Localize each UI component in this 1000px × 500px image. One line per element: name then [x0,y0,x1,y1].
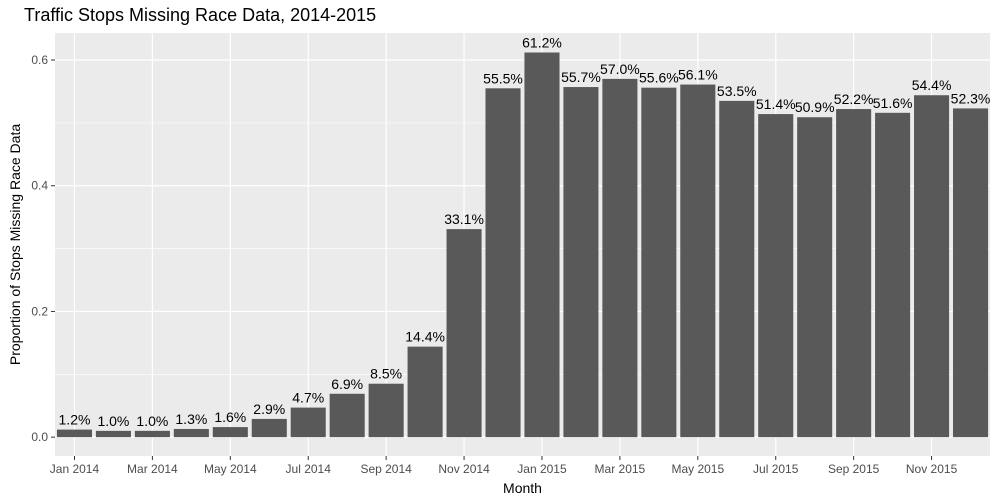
x-axis: Jan 2014 Mar 2014 May 2014 Jul 2014 Sep 2014… [50,456,958,476]
x-tick-label: Nov 2014 [438,462,490,476]
data-label: 53.5% [717,83,757,99]
data-label: 8.5% [370,366,402,382]
x-tick-label: May 2015 [671,462,724,476]
bar [914,95,950,438]
data-label: 52.3% [951,90,991,106]
bars [56,52,989,438]
x-tick-label: May 2014 [204,462,257,476]
bar [680,84,716,438]
bar [797,117,833,438]
data-labels: 1.2% 1.0% 1.0% 1.3% 1.6% 2.9% 4.7% 6.9% 8.5% 14.4… [59,34,991,428]
bar [134,430,170,438]
x-tick-label: Mar 2015 [595,462,646,476]
data-label: 14.4% [405,329,445,345]
bar [719,100,755,438]
bar [836,109,872,438]
data-label: 50.9% [795,99,835,115]
chart-title: Traffic Stops Missing Race Data, 2014-20… [24,5,377,25]
bar [641,87,677,438]
bar [290,407,326,438]
x-tick-label: Mar 2014 [127,462,178,476]
data-label: 61.2% [522,34,562,50]
data-label: 1.3% [175,411,207,427]
y-tick-label: 0.0 [31,430,48,444]
x-axis-title: Month [503,480,542,496]
data-label: 52.2% [834,91,874,107]
bar [758,114,794,438]
y-tick-label: 0.2 [31,304,48,318]
data-label: 51.6% [873,95,913,111]
data-label: 1.0% [136,413,168,429]
data-label: 1.0% [97,413,129,429]
data-label: 2.9% [253,401,285,417]
data-label: 56.1% [678,67,718,83]
bar [329,393,365,438]
bar [407,346,443,438]
x-tick-label: Sep 2014 [360,462,412,476]
data-label: 54.4% [912,77,952,93]
minor-gridlines [55,122,990,375]
data-label: 33.1% [444,211,484,227]
bar [875,112,911,438]
bar [952,108,989,438]
bar [602,78,638,438]
bar [446,229,482,438]
bar [368,383,404,438]
y-tick-label: 0.6 [31,53,48,67]
bar [485,88,521,438]
data-label: 4.7% [292,390,324,406]
data-label: 6.9% [331,376,363,392]
x-tick-label: Jan 2014 [50,462,100,476]
data-label: 55.5% [483,70,523,86]
y-axis: 0.0 0.2 0.4 0.6 [31,53,55,444]
y-tick-label: 0.4 [31,179,48,193]
bar [563,87,599,438]
bar [251,418,287,438]
y-axis-title: Proportion of Stops Missing Race Data [7,124,23,365]
x-tick-label: Nov 2015 [906,462,958,476]
data-label: 1.6% [214,409,246,425]
x-tick-label: Jul 2014 [286,462,332,476]
bar [173,428,209,438]
data-label: 55.7% [561,69,601,85]
bar [95,430,131,438]
data-label: 55.6% [639,70,679,86]
bar [524,52,560,438]
data-label: 57.0% [600,61,640,77]
data-label: 51.4% [756,96,796,112]
bar [212,427,248,438]
x-tick-label: Jul 2015 [753,462,799,476]
plot-panel [55,33,990,456]
bar [56,429,93,438]
data-label: 1.2% [59,412,91,428]
x-tick-label: Sep 2015 [828,462,880,476]
x-tick-label: Jan 2015 [517,462,567,476]
